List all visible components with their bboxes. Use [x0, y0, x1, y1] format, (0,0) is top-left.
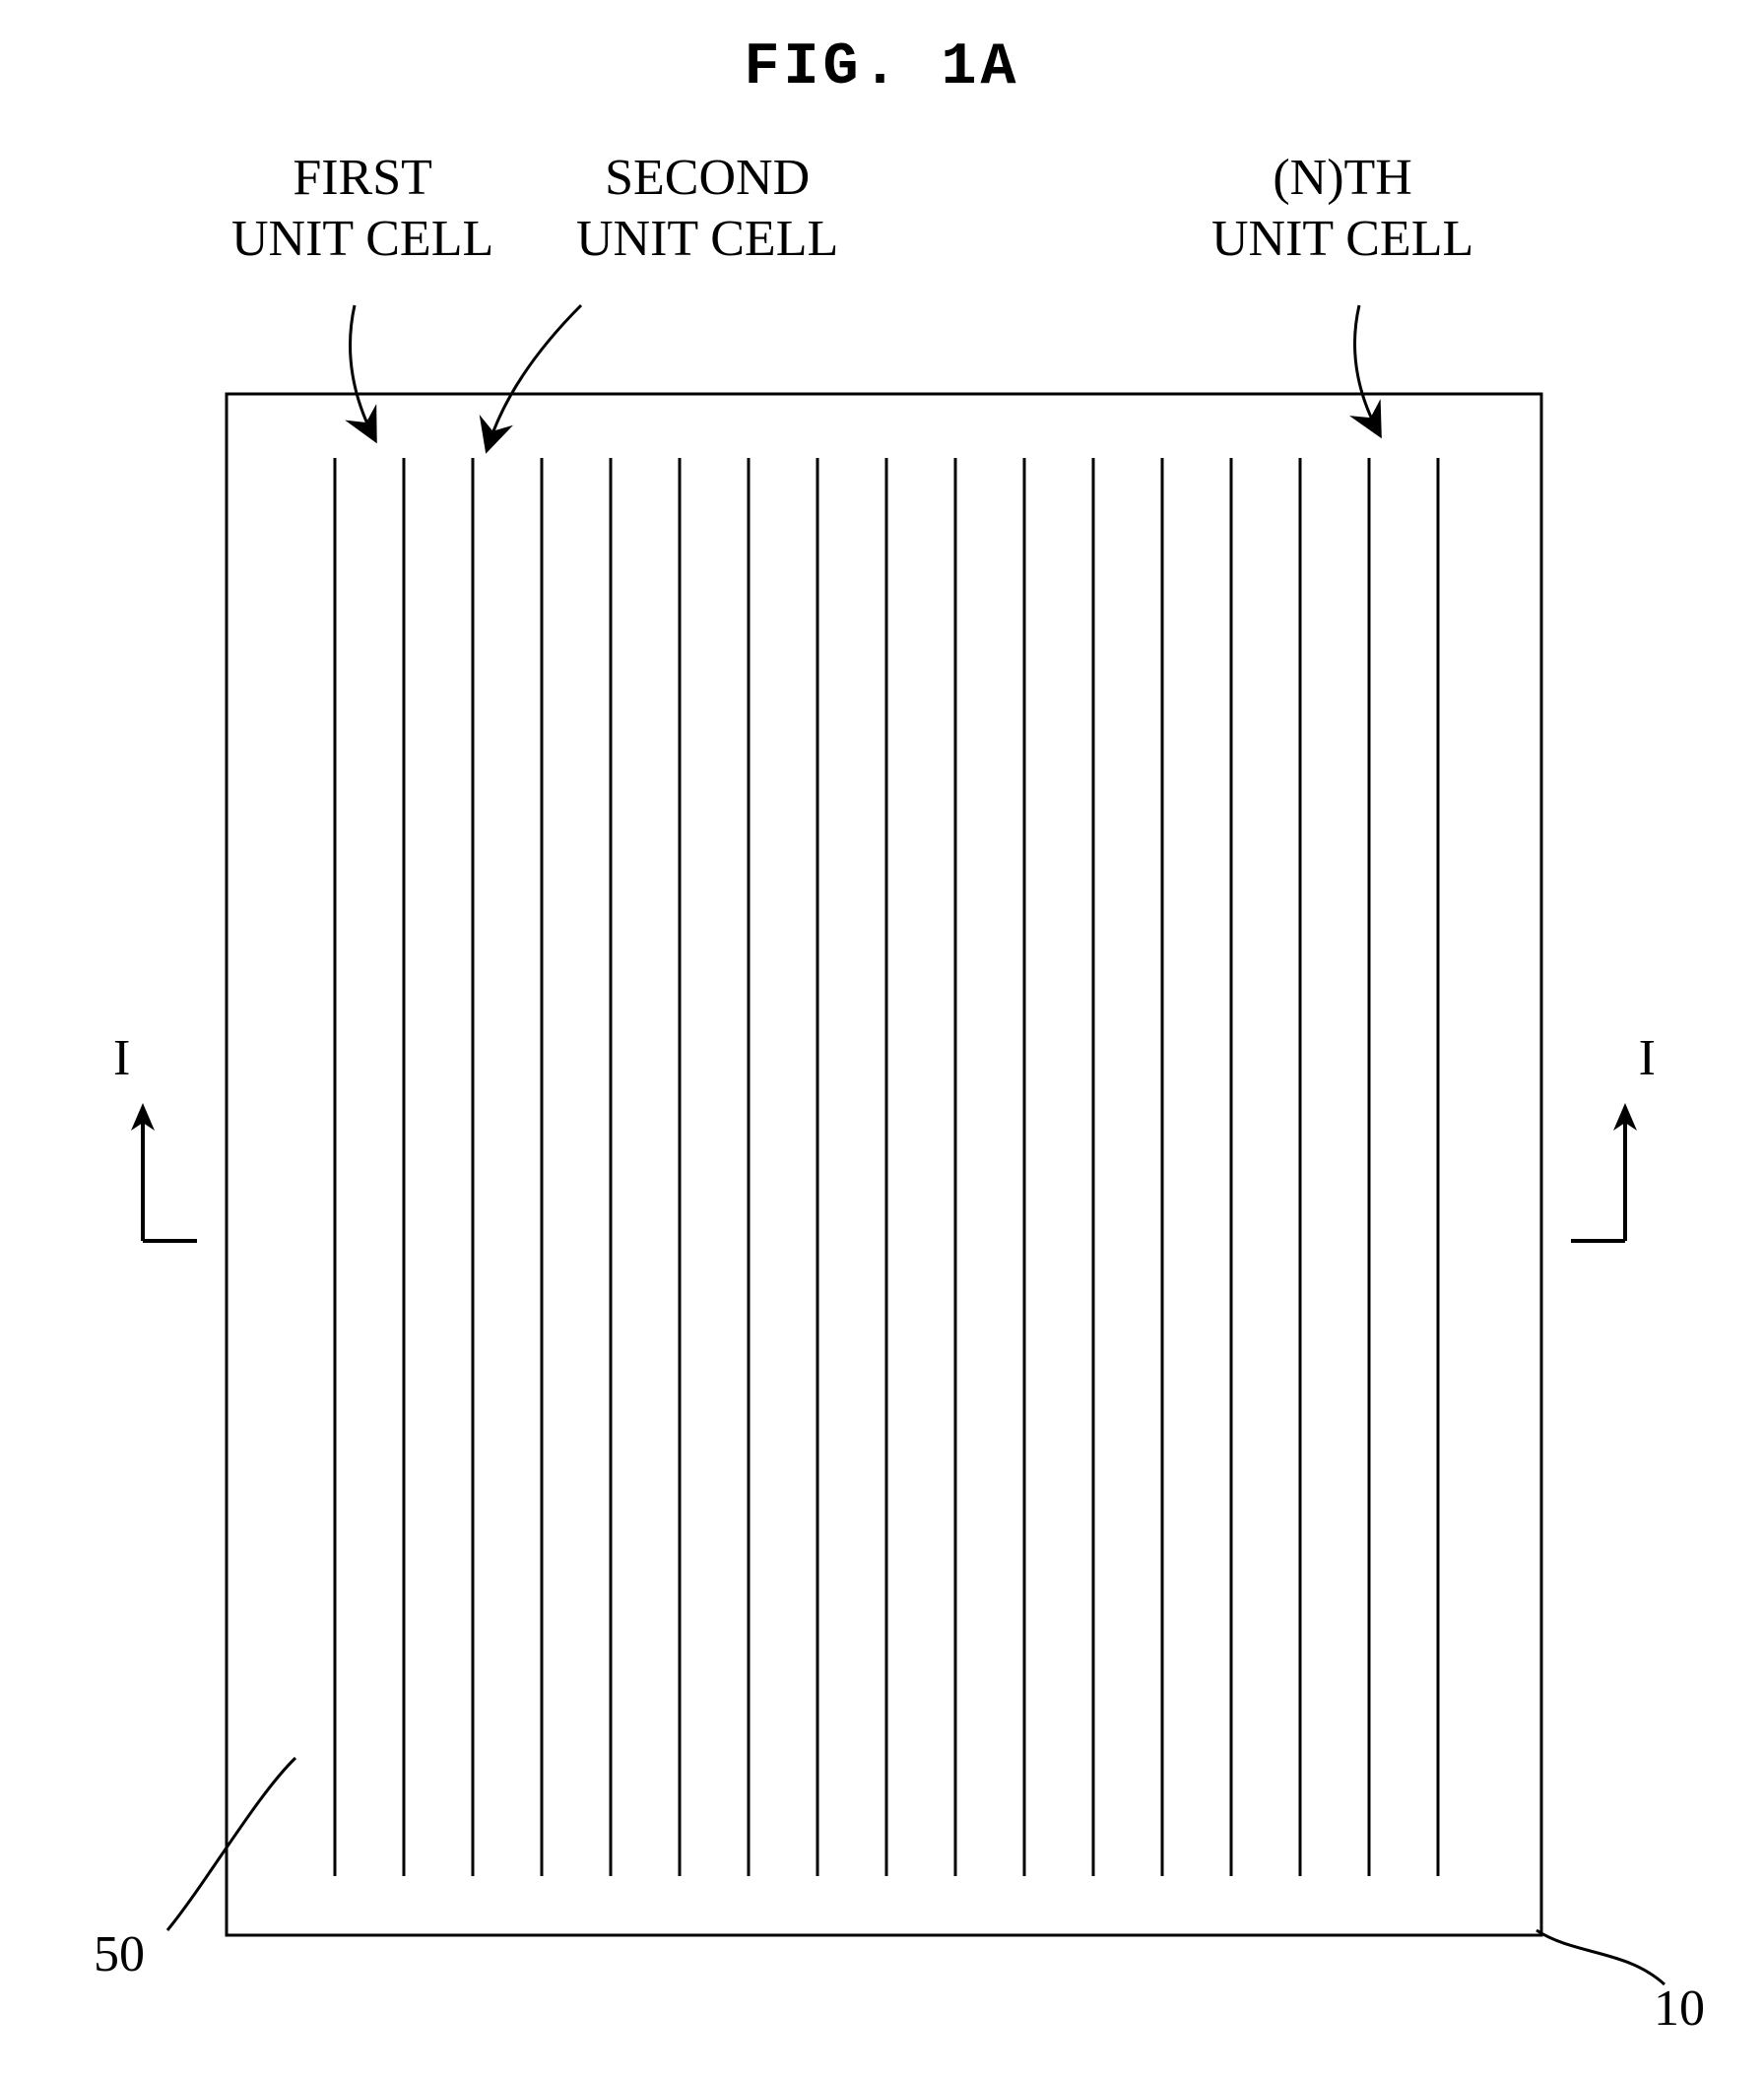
diagram-svg — [0, 0, 1764, 2077]
